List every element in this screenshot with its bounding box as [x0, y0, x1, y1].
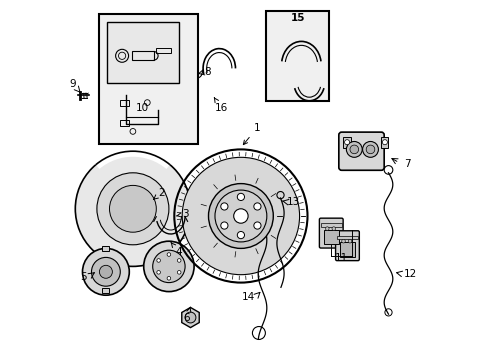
Circle shape — [99, 265, 112, 278]
Bar — [336, 236, 357, 239]
Text: 2: 2 — [153, 188, 164, 199]
Text: 6: 6 — [183, 307, 190, 323]
Circle shape — [152, 250, 185, 283]
Circle shape — [382, 140, 386, 145]
Circle shape — [157, 271, 160, 274]
Circle shape — [237, 193, 244, 201]
Circle shape — [325, 227, 328, 230]
Circle shape — [208, 184, 273, 248]
Bar — [102, 246, 109, 251]
Bar — [120, 100, 129, 106]
Text: 13: 13 — [286, 197, 300, 207]
Bar — [156, 48, 170, 53]
Bar — [323, 230, 338, 244]
Bar — [343, 137, 350, 148]
Circle shape — [341, 239, 345, 243]
Circle shape — [97, 173, 168, 245]
Text: 5: 5 — [80, 272, 87, 282]
Circle shape — [215, 190, 266, 242]
Bar — [381, 137, 387, 148]
Circle shape — [182, 157, 299, 275]
Bar — [265, 11, 328, 101]
Text: 15: 15 — [290, 13, 305, 23]
Circle shape — [331, 227, 335, 230]
Text: 10: 10 — [135, 103, 148, 113]
Text: 16: 16 — [214, 98, 227, 113]
Text: 7: 7 — [403, 159, 409, 169]
Text: 1: 1 — [243, 123, 260, 145]
Bar — [320, 223, 341, 227]
Circle shape — [347, 239, 351, 243]
Circle shape — [237, 231, 244, 239]
Bar — [102, 288, 109, 293]
Circle shape — [157, 258, 160, 262]
Circle shape — [233, 209, 247, 223]
Circle shape — [362, 141, 378, 157]
Bar — [99, 14, 197, 144]
Circle shape — [185, 312, 196, 323]
Circle shape — [253, 222, 261, 229]
Polygon shape — [182, 307, 199, 328]
Circle shape — [143, 241, 194, 292]
Text: 14: 14 — [241, 292, 254, 302]
FancyBboxPatch shape — [335, 231, 359, 261]
Text: 3: 3 — [176, 209, 188, 219]
Circle shape — [220, 222, 227, 229]
Circle shape — [75, 151, 190, 266]
Circle shape — [167, 276, 170, 280]
Bar — [339, 242, 354, 257]
Circle shape — [177, 271, 181, 274]
FancyBboxPatch shape — [319, 218, 343, 248]
Bar — [132, 51, 153, 60]
Circle shape — [167, 253, 170, 256]
Circle shape — [109, 185, 156, 232]
Bar — [120, 120, 129, 126]
Bar — [107, 22, 179, 83]
Circle shape — [177, 258, 181, 262]
Text: 4: 4 — [171, 243, 182, 257]
Text: 9: 9 — [70, 79, 76, 89]
Circle shape — [344, 140, 349, 145]
Circle shape — [346, 141, 362, 157]
Circle shape — [82, 248, 129, 295]
Circle shape — [253, 203, 261, 210]
Circle shape — [349, 145, 358, 154]
Circle shape — [366, 145, 374, 154]
Circle shape — [91, 257, 120, 286]
FancyBboxPatch shape — [338, 132, 384, 170]
Text: 11: 11 — [334, 253, 347, 264]
Text: 12: 12 — [403, 269, 416, 279]
Circle shape — [220, 203, 227, 210]
Text: 8: 8 — [204, 67, 210, 77]
